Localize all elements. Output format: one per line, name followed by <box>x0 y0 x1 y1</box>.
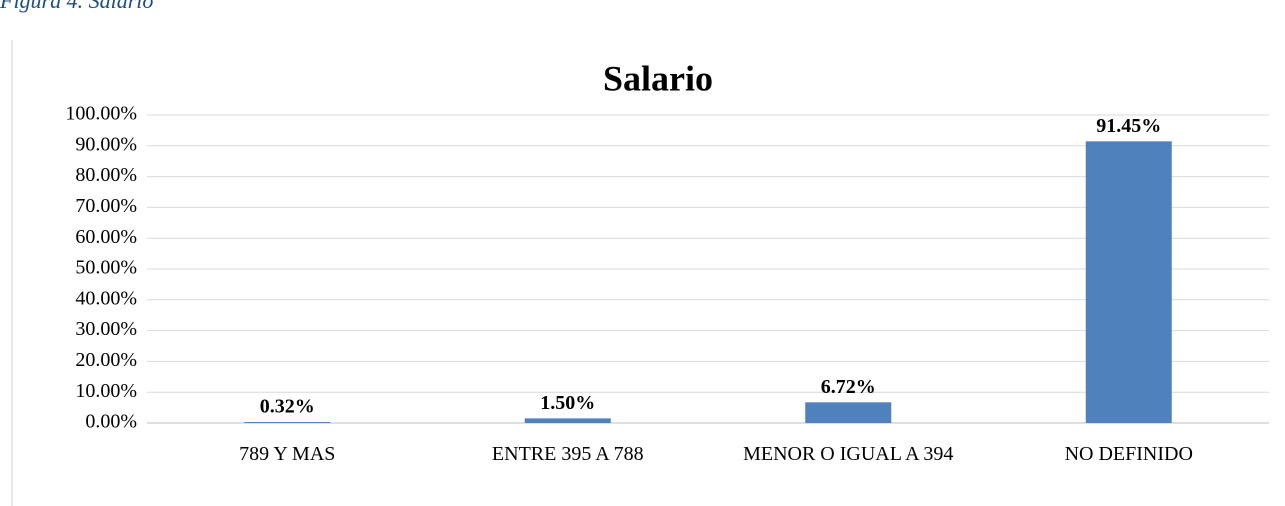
figure-caption: Figura 4. Salario <box>0 0 154 13</box>
data-label: 1.50% <box>540 392 595 414</box>
y-tick-label: 40.00% <box>75 287 137 309</box>
bar <box>524 418 611 423</box>
y-tick-label: 50.00% <box>75 257 137 279</box>
y-tick-label: 0.00% <box>85 411 137 433</box>
x-tick-label: 789 Y MAS <box>239 443 336 465</box>
x-tick-label: NO DEFINIDO <box>1064 443 1193 465</box>
y-tick-label: 90.00% <box>75 133 137 155</box>
y-tick-label: 80.00% <box>75 164 137 186</box>
y-tick-label: 10.00% <box>75 380 137 402</box>
bar <box>1085 141 1172 424</box>
y-tick-label: 60.00% <box>75 226 137 248</box>
x-tick-label: ENTRE 395 A 788 <box>491 443 644 465</box>
chart-title: Salario <box>603 58 713 98</box>
data-label: 6.72% <box>821 376 876 398</box>
data-label: 91.45% <box>1096 115 1161 137</box>
bar <box>244 422 331 423</box>
y-tick-label: 70.00% <box>75 195 137 217</box>
y-tick-label: 100.00% <box>65 103 137 125</box>
y-tick-label: 30.00% <box>75 318 137 340</box>
x-tick-label: MENOR O IGUAL A 394 <box>743 443 954 465</box>
data-label: 0.32% <box>260 396 315 418</box>
bar <box>805 402 892 423</box>
y-tick-label: 20.00% <box>75 349 137 371</box>
